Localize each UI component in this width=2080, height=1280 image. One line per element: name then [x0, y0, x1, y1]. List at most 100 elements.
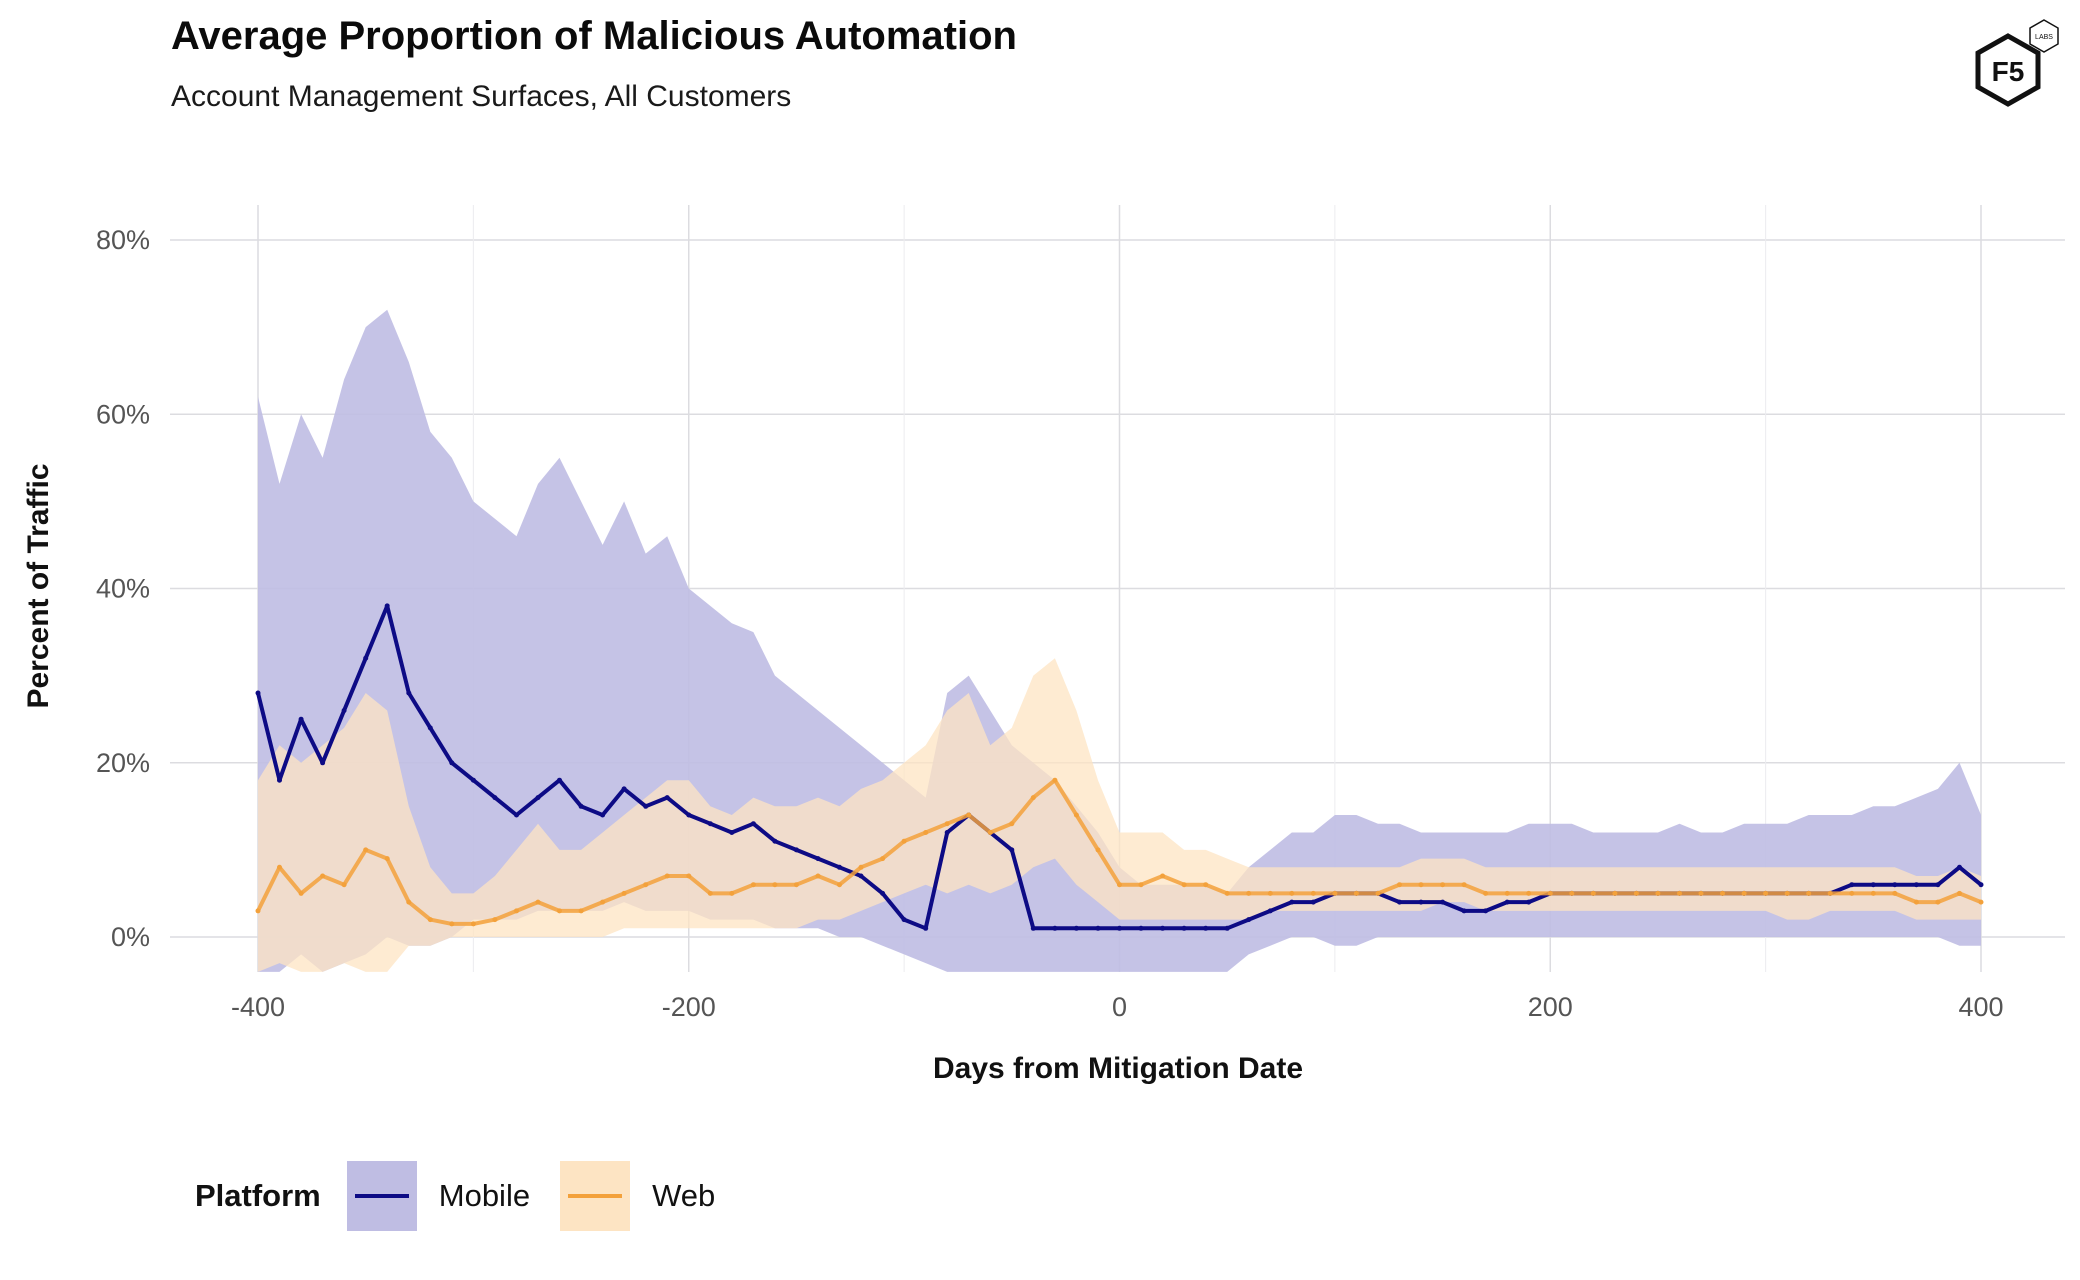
web-data-point [987, 830, 993, 835]
web-data-point [1332, 890, 1338, 896]
series-lines [255, 603, 1984, 931]
mobile-data-point [793, 847, 799, 853]
x-tick-label: 200 [1528, 992, 1573, 1022]
logo-badge-text: LABS [2035, 34, 2053, 41]
logo-badge [2029, 19, 2059, 53]
web-data-point [793, 882, 799, 888]
web-data-point [1483, 890, 1489, 896]
mobile-data-point [1870, 882, 1876, 888]
y-tick-label: 20% [96, 748, 150, 778]
web-data-point [1827, 890, 1833, 896]
mobile-data-point [363, 655, 369, 661]
x-tick-label: 400 [1958, 992, 2003, 1022]
web-data-point [557, 908, 562, 914]
mobile-data-point [1397, 899, 1402, 905]
mobile-data-point [255, 690, 261, 696]
mobile-data-point [1935, 882, 1941, 888]
logo-hexagon [1975, 33, 2041, 107]
legend-line-web [568, 1194, 623, 1198]
legend: Platform Mobile Web [195, 1160, 745, 1232]
mobile-data-point [1246, 917, 1252, 923]
web-data-point [1806, 890, 1812, 896]
web-data-point [1310, 890, 1316, 896]
web-data-point [1763, 890, 1769, 896]
web-data-point [470, 921, 476, 927]
mobile-data-point [664, 795, 670, 801]
web-data-point [578, 908, 584, 914]
f5-labs-logo: F5 LABS [1975, 19, 2059, 107]
web-data-point [1353, 890, 1359, 896]
legend-label-mobile: Mobile [438, 1178, 531, 1213]
mobile-data-point [1160, 925, 1166, 931]
x-axis-title: Days from Mitigation Date [933, 1052, 1303, 1085]
mobile-data-point [858, 873, 864, 879]
web-data-point [944, 821, 950, 827]
mobile-data-point [1310, 899, 1316, 905]
web-data-point [1117, 882, 1122, 888]
mobile-data-point [1224, 925, 1230, 931]
mobile-data-point [406, 690, 412, 696]
logo-text: F5 [1992, 56, 2025, 87]
mobile-data-point [427, 725, 433, 731]
web-data-point [341, 882, 347, 888]
mobile-data-point [1073, 925, 1079, 931]
mobile-data-point [1418, 899, 1424, 905]
mobile-data-point [1289, 899, 1295, 905]
web-data-point [1030, 795, 1036, 801]
chart-title: Average Proportion of Malicious Automati… [171, 14, 1017, 58]
mobile-data-point [1095, 925, 1101, 931]
web-data-point [1461, 882, 1467, 888]
y-tick-label: 0% [111, 922, 150, 952]
web-data-point [1741, 890, 1747, 896]
mobile-data-point [1526, 899, 1532, 905]
mobile-data-point [621, 786, 627, 792]
mobile-data-point [320, 760, 326, 766]
web-data-point [837, 882, 842, 888]
legend-line-mobile [354, 1194, 409, 1198]
mobile-data-point [578, 803, 584, 809]
mobile-data-point [492, 795, 498, 801]
mobile-data-point [1181, 925, 1187, 931]
legend-key-mobile [346, 1161, 417, 1231]
web-data-point [1892, 890, 1898, 896]
mobile-data-point [1138, 925, 1144, 931]
web-data-point [1440, 882, 1446, 888]
web-data-point [1913, 899, 1919, 905]
web-data-point [1095, 847, 1101, 853]
web-data-point [1935, 899, 1941, 905]
web-data-point [1978, 899, 1984, 905]
web-data-point [707, 890, 713, 896]
web-data-point [1160, 873, 1166, 879]
web-data-point [320, 873, 326, 879]
web-data-point [1849, 890, 1855, 896]
web-data-point [1224, 890, 1230, 896]
web-data-point [1870, 890, 1876, 896]
legend-key-web [560, 1161, 631, 1231]
web-data-point [1720, 890, 1725, 896]
web-data-point [1784, 890, 1790, 896]
web-data-point [1526, 890, 1532, 896]
mobile-data-point [686, 812, 692, 818]
web-data-point [1418, 882, 1424, 888]
legend-title: Platform [195, 1178, 321, 1213]
y-tick-label: 80% [96, 225, 150, 255]
web-data-point [966, 812, 972, 818]
mobile-data-point [707, 821, 713, 827]
mobile-data-point [944, 830, 950, 835]
mobile-data-point [557, 777, 562, 783]
mobile-data-point [1203, 925, 1209, 931]
web-data-point [1633, 890, 1639, 896]
mobile-data-point [1504, 899, 1510, 905]
mobile-data-point [277, 777, 282, 783]
web-data-point [686, 873, 692, 879]
web-data-point [277, 864, 282, 870]
mobile-data-point [298, 716, 304, 722]
web-data-point [664, 873, 670, 879]
web-data-point [858, 864, 864, 870]
web-data-point [1203, 882, 1209, 888]
mobile-data-point [470, 777, 476, 783]
mobile-data-point [1978, 882, 1984, 888]
web-data-point [1504, 890, 1510, 896]
web-data-point [514, 908, 519, 914]
